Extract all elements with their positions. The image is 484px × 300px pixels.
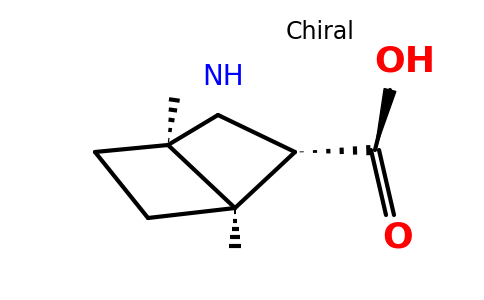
Text: NH: NH (202, 63, 244, 91)
Polygon shape (375, 88, 396, 150)
Text: O: O (383, 220, 413, 254)
Text: Chiral: Chiral (286, 20, 354, 44)
Text: OH: OH (375, 45, 436, 79)
